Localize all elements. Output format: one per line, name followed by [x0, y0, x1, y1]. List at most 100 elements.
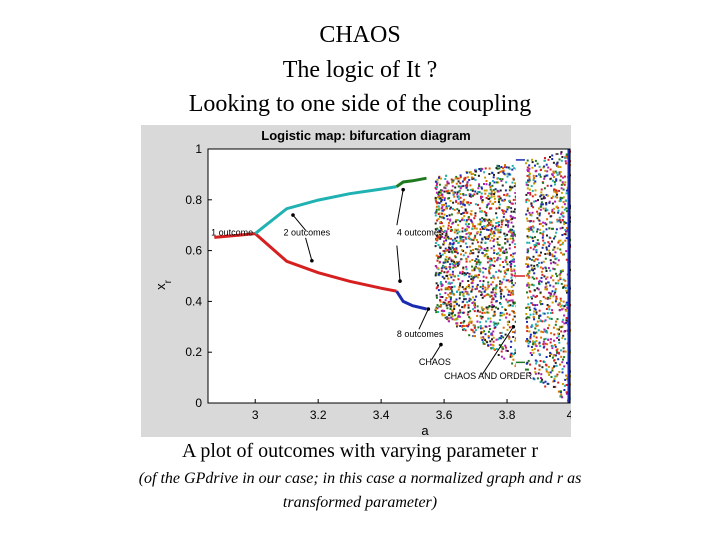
chaos-point	[481, 199, 484, 202]
chaos-point	[534, 159, 537, 162]
chaos-point	[475, 285, 478, 288]
chaos-point	[467, 216, 470, 219]
chaos-point	[463, 306, 466, 309]
chaos-point	[544, 342, 547, 345]
chaos-point	[531, 158, 533, 161]
chaos-point	[543, 328, 546, 331]
chaos-point	[551, 158, 554, 160]
chaos-point	[473, 225, 476, 228]
chaos-point	[441, 232, 444, 235]
chaos-point	[475, 263, 478, 265]
chaos-point	[478, 249, 481, 252]
chaos-point	[561, 156, 564, 158]
chaos-point	[527, 276, 530, 279]
chaos-point	[485, 218, 488, 221]
chaos-point	[509, 346, 512, 348]
chaos-point	[538, 314, 541, 317]
chaos-point	[514, 282, 517, 285]
chaos-point	[452, 266, 455, 269]
chaos-point	[531, 349, 534, 351]
chaos-point	[448, 192, 451, 195]
chaos-point	[439, 281, 442, 283]
chaos-point	[444, 258, 447, 261]
chaos-point	[463, 304, 466, 307]
chaos-point	[498, 165, 500, 167]
chaos-point	[551, 369, 554, 372]
chaos-point	[471, 259, 474, 261]
chaos-point	[551, 240, 553, 243]
chaos-point	[480, 332, 483, 335]
chaos-point	[456, 208, 459, 211]
chaos-point	[453, 260, 456, 263]
chaos-point	[528, 283, 531, 286]
chaos-point	[563, 384, 566, 387]
chaos-point	[506, 221, 509, 224]
chaos-point	[561, 214, 564, 217]
chaos-point	[471, 285, 474, 288]
chaos-point	[473, 227, 476, 230]
chaos-point	[470, 232, 472, 235]
chaos-point	[558, 338, 560, 341]
chaos-point	[436, 267, 439, 270]
chaos-point	[556, 318, 559, 321]
chaos-point	[461, 218, 463, 221]
chaos-point	[434, 180, 437, 183]
chaos-point	[459, 325, 462, 327]
chaos-point	[484, 333, 487, 336]
chaos-point	[497, 201, 500, 203]
chaos-point	[562, 182, 564, 185]
chaos-point	[505, 219, 508, 222]
chaos-point	[559, 277, 562, 280]
chaos-point	[532, 343, 535, 346]
chaos-point	[497, 181, 500, 184]
chaos-point	[480, 246, 482, 249]
chaos-point	[467, 218, 470, 221]
chaos-point	[494, 188, 497, 191]
chaos-point	[527, 230, 530, 233]
chaos-point	[536, 239, 539, 242]
chaos-point	[440, 285, 443, 288]
chaos-point	[469, 249, 472, 252]
chaos-point	[544, 286, 547, 289]
chaos-point	[500, 350, 503, 353]
chaos-point	[459, 245, 462, 248]
chaos-point	[542, 331, 545, 334]
chaos-point	[461, 291, 464, 294]
chaos-point	[557, 166, 560, 168]
chaos-point	[451, 181, 453, 184]
chaos-point	[476, 276, 479, 279]
chaos-point	[459, 282, 462, 285]
chaos-point	[552, 161, 555, 164]
chaos-point	[447, 277, 450, 280]
title-line-2: The logic of It ?	[282, 57, 438, 83]
chaos-point	[549, 354, 551, 357]
chaos-point	[509, 228, 512, 231]
chaos-point	[471, 189, 474, 192]
chaos-point	[458, 293, 461, 296]
chaos-point	[466, 171, 468, 174]
chaos-point	[534, 164, 536, 167]
chaos-point	[452, 193, 455, 196]
chaos-point	[480, 241, 483, 244]
chaos-point	[473, 310, 476, 313]
chaos-point	[471, 329, 474, 332]
chaos-point	[548, 253, 551, 256]
chaos-point	[487, 335, 490, 338]
chaos-point	[538, 262, 540, 264]
caption: A plot of outcomes with varying paramete…	[181, 440, 538, 462]
chaos-point	[558, 171, 561, 174]
chaos-point	[434, 187, 437, 189]
chaos-point	[498, 344, 501, 346]
chaos-point	[450, 312, 453, 315]
chaos-point	[498, 269, 501, 272]
chaos-point	[552, 170, 555, 173]
chaos-point	[557, 351, 560, 354]
chaos-point	[468, 286, 471, 289]
x-tick-label: 3.2	[310, 408, 327, 422]
chaos-point	[466, 313, 469, 316]
chaos-point	[474, 274, 477, 277]
chaos-point	[551, 210, 554, 213]
chaos-point	[443, 208, 446, 211]
chaos-point	[485, 196, 488, 199]
chaos-point	[558, 216, 561, 219]
